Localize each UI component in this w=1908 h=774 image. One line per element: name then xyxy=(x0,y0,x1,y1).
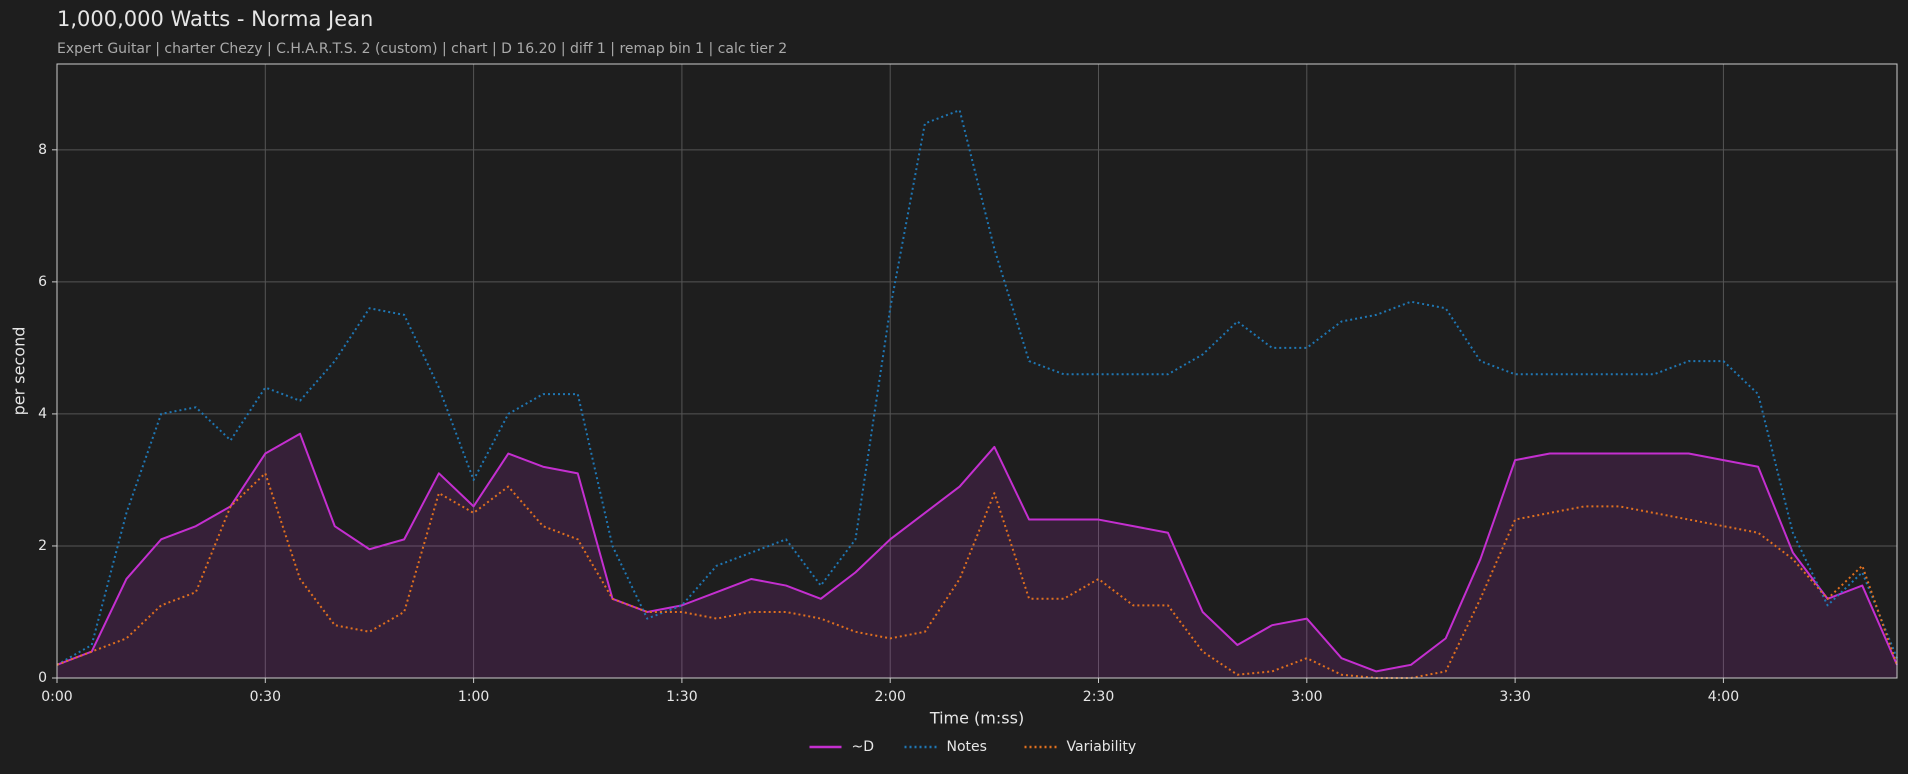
line xyxy=(56,109,1898,666)
legend-label: ~D xyxy=(852,739,875,755)
x-tick-label: 4:00 xyxy=(1708,689,1739,705)
y-tick-label: 4 xyxy=(38,406,47,422)
y-tick-label: 8 xyxy=(38,142,47,158)
legend-label: Variability xyxy=(1067,739,1137,755)
x-tick-label: 3:30 xyxy=(1499,689,1530,705)
y-axis-label: per second xyxy=(10,327,29,416)
x-axis-label: Time (m:ss) xyxy=(929,709,1024,728)
x-tick-label: 0:30 xyxy=(250,689,281,705)
x-tick-label: 1:30 xyxy=(666,689,697,705)
x-tick-label: 2:00 xyxy=(874,689,905,705)
legend-label: Notes xyxy=(947,739,987,755)
area xyxy=(57,433,1897,678)
plot-frame xyxy=(56,63,1898,679)
x-tick-label: 1:00 xyxy=(458,689,489,705)
chart-title: 1,000,000 Watts - Norma Jean xyxy=(57,7,373,31)
y-tick-label: 0 xyxy=(38,670,47,686)
line xyxy=(56,432,1898,673)
chart-subtitle: Expert Guitar | charter Chezy | C.H.A.R.… xyxy=(57,41,787,57)
x-tick-label: 3:00 xyxy=(1291,689,1322,705)
y-tick-label: 2 xyxy=(38,538,47,554)
line xyxy=(56,472,1898,679)
y-tick-label: 6 xyxy=(38,274,47,290)
x-tick-label: 2:30 xyxy=(1083,689,1114,705)
x-tick-label: 0:00 xyxy=(41,689,72,705)
